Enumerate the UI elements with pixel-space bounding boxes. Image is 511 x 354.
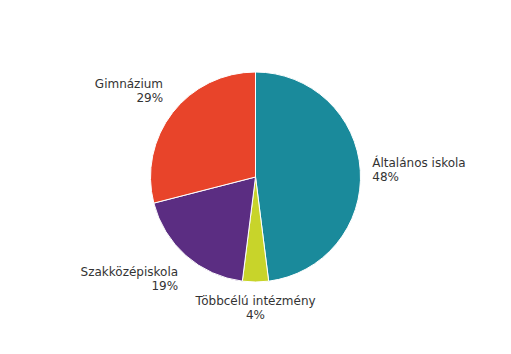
- svg-text:Gimnázium29%: Gimnázium29%: [95, 77, 163, 105]
- svg-text:Általános iskola48%: Általános iskola48%: [372, 155, 465, 184]
- svg-text:Többcélú intézmény4%: Többcélú intézmény4%: [194, 294, 315, 322]
- svg-text:Szakközépiskola19%: Szakközépiskola19%: [81, 265, 179, 293]
